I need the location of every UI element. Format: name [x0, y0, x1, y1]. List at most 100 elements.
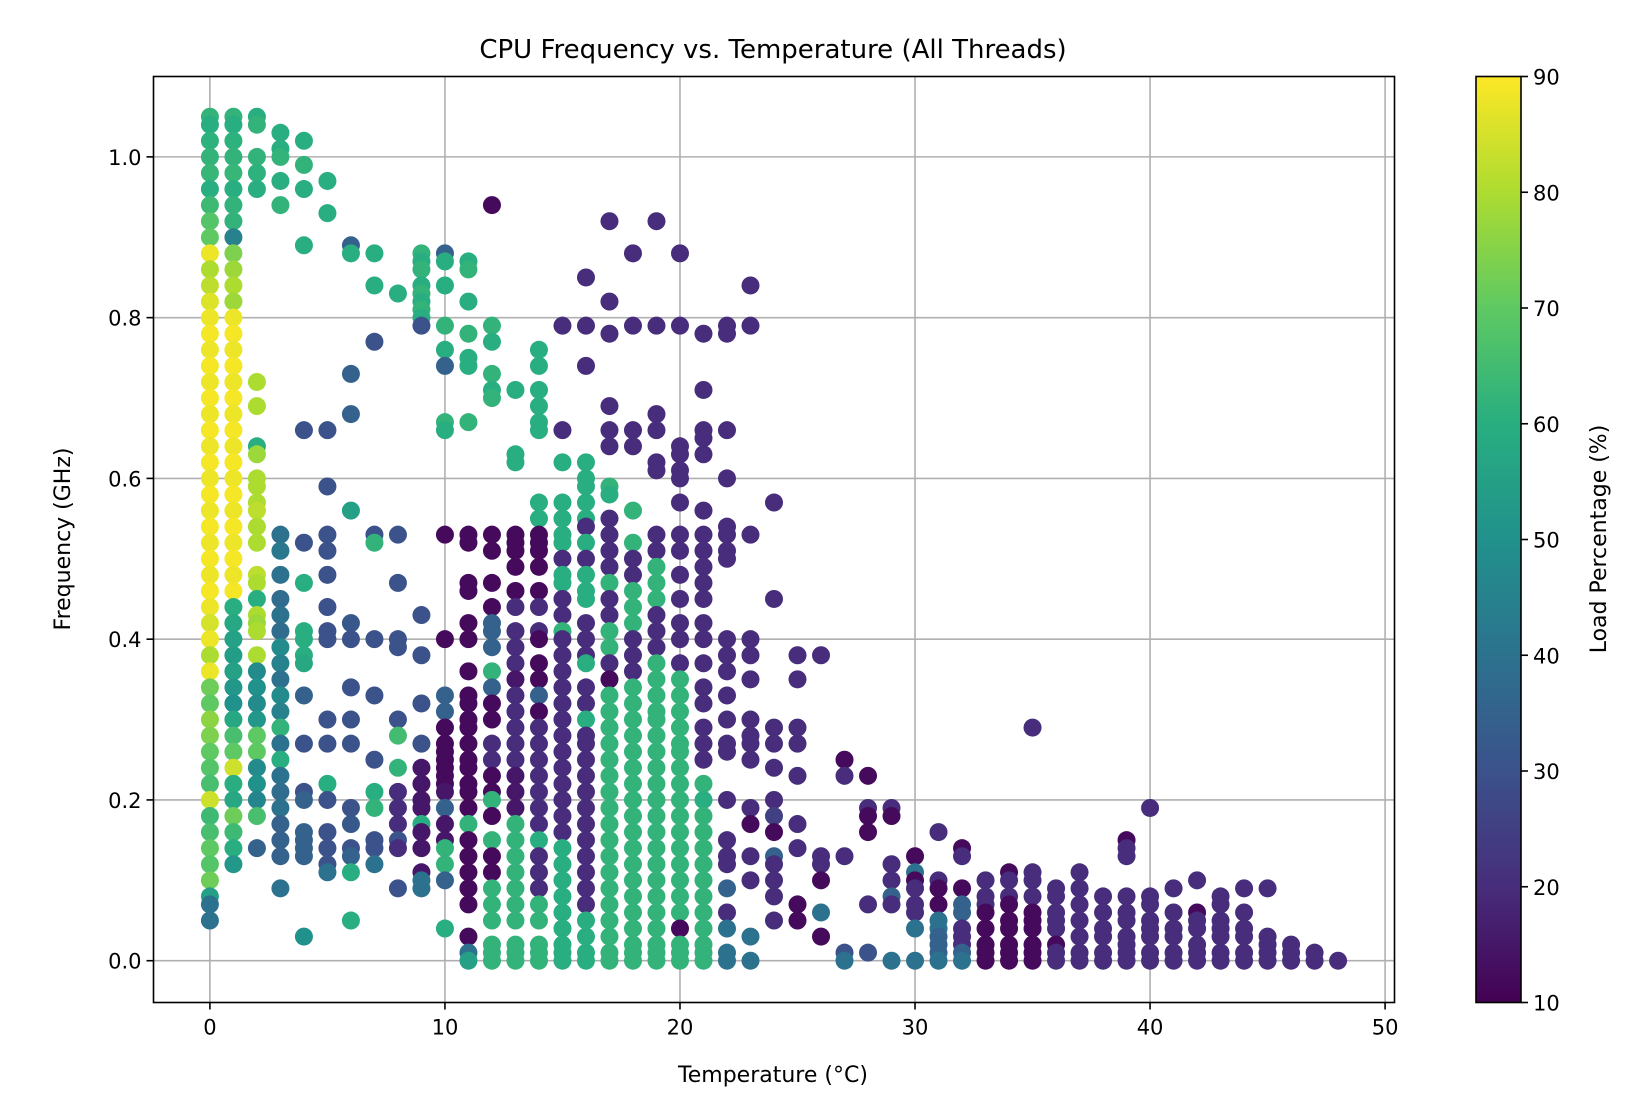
data-point [623, 316, 642, 335]
data-point [553, 589, 572, 608]
data-point [459, 630, 478, 649]
data-point [365, 839, 384, 858]
data-points [200, 107, 1348, 970]
data-point [694, 871, 713, 890]
data-point [647, 670, 666, 689]
data-point [694, 654, 713, 673]
data-point [717, 710, 736, 729]
data-point [647, 951, 666, 970]
data-point [529, 581, 548, 600]
data-point [200, 694, 219, 713]
data-point [200, 774, 219, 793]
data-point [224, 807, 243, 826]
data-point [647, 839, 666, 858]
data-point [482, 847, 501, 866]
data-point [365, 276, 384, 295]
data-point [224, 565, 243, 584]
data-point [388, 798, 407, 817]
data-point [553, 710, 572, 729]
data-point [1000, 871, 1019, 890]
data-point [1023, 919, 1042, 938]
data-point [812, 927, 831, 946]
data-point [623, 565, 642, 584]
data-point [482, 541, 501, 560]
data-point [694, 678, 713, 697]
data-point [600, 895, 619, 914]
data-point [670, 807, 689, 826]
data-point [224, 758, 243, 777]
data-point [553, 509, 572, 528]
data-point [788, 815, 807, 834]
data-point [694, 807, 713, 826]
data-point [647, 871, 666, 890]
data-point [600, 911, 619, 930]
data-point [247, 180, 266, 199]
data-point [741, 710, 760, 729]
data-point [271, 525, 290, 544]
data-point [765, 823, 783, 842]
data-point [553, 919, 572, 938]
data-point [459, 324, 478, 343]
data-point [694, 774, 713, 793]
data-point [459, 718, 478, 737]
colorbar-tick-label: 90 [1533, 66, 1560, 90]
data-point [482, 831, 501, 850]
data-point [271, 766, 290, 785]
data-point [906, 847, 925, 866]
data-point [200, 501, 219, 520]
data-point [247, 839, 266, 858]
data-point [435, 798, 454, 817]
data-point [388, 815, 407, 834]
data-point [318, 630, 337, 649]
data-point [529, 557, 548, 576]
data-point [600, 212, 619, 231]
data-point [459, 292, 478, 311]
data-point [788, 734, 807, 753]
data-point [741, 734, 760, 753]
data-point [882, 951, 901, 970]
data-point [717, 662, 736, 681]
data-point [929, 823, 948, 842]
data-point [435, 815, 454, 834]
data-point [341, 364, 360, 383]
data-point [882, 807, 901, 826]
data-point [623, 614, 642, 633]
data-point [271, 879, 290, 898]
data-point [435, 356, 454, 375]
data-point [529, 815, 548, 834]
data-point [1117, 951, 1136, 970]
data-point [388, 782, 407, 801]
data-point [670, 790, 689, 809]
data-point [482, 750, 501, 769]
data-point [623, 533, 642, 552]
data-point [694, 903, 713, 922]
data-point [741, 276, 760, 295]
data-point [341, 847, 360, 866]
data-point [482, 364, 501, 383]
data-point [529, 879, 548, 898]
data-point [224, 437, 243, 456]
data-point [647, 774, 666, 793]
data-point [765, 855, 783, 874]
data-point [200, 196, 219, 215]
data-point [553, 790, 572, 809]
data-point [1141, 927, 1160, 946]
data-point [435, 718, 454, 737]
data-point [670, 493, 689, 512]
data-point [717, 879, 736, 898]
data-point [694, 734, 713, 753]
data-point [200, 742, 219, 761]
x-tick-label: 30 [902, 1016, 929, 1040]
y-tick-label: 1.0 [108, 146, 141, 170]
data-point [318, 734, 337, 753]
data-point [976, 903, 995, 922]
data-point [1117, 847, 1136, 866]
data-point [1047, 951, 1066, 970]
data-point [341, 630, 360, 649]
data-point [459, 863, 478, 882]
data-point [224, 340, 243, 359]
plot-frame [152, 75, 1396, 1004]
data-point [506, 782, 525, 801]
data-point [623, 646, 642, 665]
data-point [623, 903, 642, 922]
